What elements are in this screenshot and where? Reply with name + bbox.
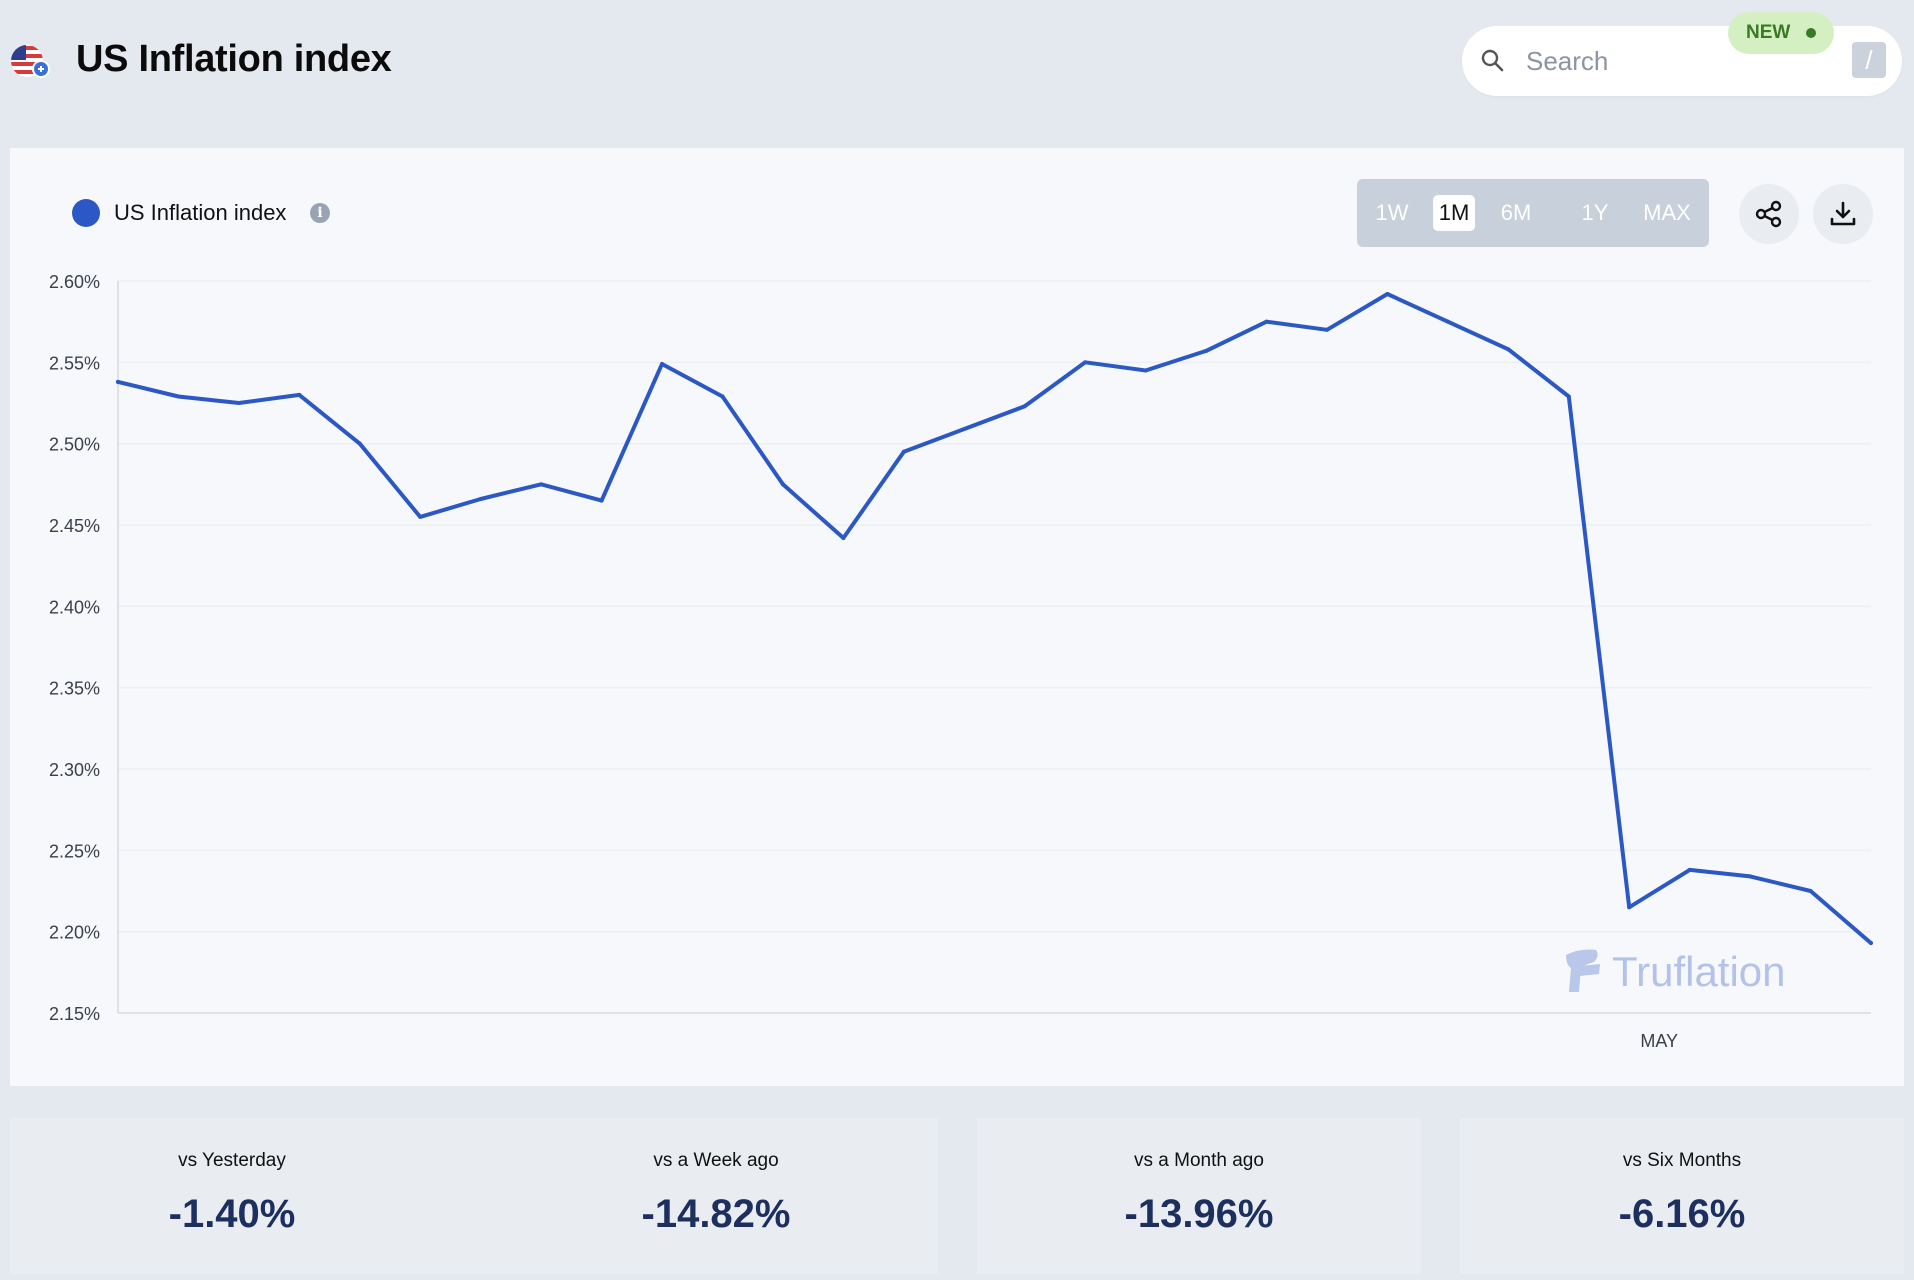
series-points xyxy=(116,292,1873,946)
legend-series-label: US Inflation index xyxy=(114,200,287,225)
data-point[interactable] xyxy=(1385,292,1390,297)
page-title: US Inflation index xyxy=(76,38,392,80)
data-point[interactable] xyxy=(901,449,906,454)
range-1y-button[interactable]: 1Y xyxy=(1581,200,1609,225)
data-point[interactable] xyxy=(539,482,544,487)
stat-label: vs Six Months xyxy=(1622,1150,1742,1171)
data-point[interactable] xyxy=(236,401,241,405)
data-point[interactable] xyxy=(1687,867,1692,872)
data-point[interactable] xyxy=(1566,394,1571,399)
data-point[interactable] xyxy=(962,427,967,432)
data-point[interactable] xyxy=(841,536,846,541)
gridlines xyxy=(118,280,1871,933)
truflation-logo-icon xyxy=(1566,949,1600,992)
data-point[interactable] xyxy=(599,498,604,503)
x-axis-tick-labels: MAY xyxy=(1640,1031,1678,1051)
info-icon[interactable]: i xyxy=(310,203,330,223)
stat-label: vs a Week ago xyxy=(653,1150,779,1171)
data-point[interactable] xyxy=(176,394,181,399)
data-point[interactable] xyxy=(1264,319,1269,324)
stat-label: vs Yesterday xyxy=(178,1150,286,1171)
stat-label: vs a Month ago xyxy=(1134,1150,1264,1171)
data-point[interactable] xyxy=(116,379,120,384)
download-icon xyxy=(1830,201,1856,226)
range-1w-button[interactable]: 1W xyxy=(1375,200,1409,225)
time-range-selector: 1W 1M 6M 1Y MAX xyxy=(1357,179,1709,247)
range-max-button[interactable]: MAX xyxy=(1643,200,1691,225)
us-flag-icon xyxy=(11,45,50,78)
y-tick-label: 2.15% xyxy=(49,1004,100,1024)
new-badge-dot xyxy=(1806,28,1816,38)
data-point[interactable] xyxy=(1204,348,1209,353)
stat-value: -13.96% xyxy=(1124,1192,1274,1236)
data-point[interactable] xyxy=(1506,347,1511,352)
stat-value: -6.16% xyxy=(1618,1192,1746,1236)
y-tick-label: 2.35% xyxy=(49,679,100,699)
search-input[interactable]: Search xyxy=(1526,46,1609,76)
data-point[interactable] xyxy=(1022,404,1027,409)
data-point[interactable] xyxy=(1627,905,1632,910)
watermark-text: Truflation xyxy=(1612,948,1786,995)
data-point[interactable] xyxy=(660,361,665,366)
download-button[interactable] xyxy=(1813,184,1873,244)
x-tick-label: MAY xyxy=(1640,1031,1678,1051)
new-badge: NEW xyxy=(1728,12,1834,54)
stat-value: -1.40% xyxy=(168,1192,296,1236)
data-point[interactable] xyxy=(297,392,302,397)
range-1m-button[interactable]: 1M xyxy=(1433,195,1475,231)
data-point[interactable] xyxy=(418,514,423,519)
data-point[interactable] xyxy=(1143,368,1148,373)
y-tick-label: 2.25% xyxy=(49,841,100,861)
y-tick-label: 2.55% xyxy=(49,353,100,373)
range-6m-button[interactable]: 6M xyxy=(1500,200,1532,225)
data-point[interactable] xyxy=(478,496,483,501)
page-header: US Inflation index Search / NEW xyxy=(0,0,1914,140)
search-shortcut-key: / xyxy=(1852,42,1886,78)
y-tick-label: 2.20% xyxy=(49,923,100,943)
search-icon xyxy=(1481,49,1504,72)
stat-card-month: vs a Month ago -13.96% xyxy=(977,1118,1421,1274)
stat-value: -14.82% xyxy=(641,1192,791,1236)
y-axis-tick-labels: 2.60% 2.55% 2.50% 2.45% 2.40% 2.35% 2.30% 2.25%… xyxy=(49,272,100,1024)
data-point[interactable] xyxy=(357,441,362,446)
data-point[interactable] xyxy=(1445,319,1450,324)
inflation-line-chart: 2.60% 2.55% 2.50% 2.45% 2.40% 2.35% 2.30% 2.25%… xyxy=(49,272,1873,1051)
chart-card xyxy=(10,148,1904,1086)
share-icon xyxy=(1755,200,1782,228)
data-point[interactable] xyxy=(1324,327,1329,332)
data-point[interactable] xyxy=(1083,360,1088,365)
data-point[interactable] xyxy=(1869,941,1873,946)
y-tick-label: 2.30% xyxy=(49,760,100,780)
series-line-us-inflation-index xyxy=(116,292,1873,946)
data-point[interactable] xyxy=(780,482,785,487)
new-badge-label: NEW xyxy=(1746,22,1791,43)
stat-card-six-months: vs Six Months -6.16% xyxy=(1460,1118,1904,1274)
legend-color-dot xyxy=(72,199,100,227)
truflation-watermark: Truflation xyxy=(1566,948,1786,995)
data-point[interactable] xyxy=(720,394,725,399)
stat-card-yesterday: vs Yesterday -1.40% vs a Week ago -14.82… xyxy=(10,1118,938,1274)
y-tick-label: 2.60% xyxy=(49,272,100,292)
y-tick-label: 2.45% xyxy=(49,516,100,536)
share-button[interactable] xyxy=(1739,184,1799,244)
y-tick-label: 2.50% xyxy=(49,435,100,455)
data-point[interactable] xyxy=(1808,889,1813,893)
y-tick-label: 2.40% xyxy=(49,597,100,617)
data-point[interactable] xyxy=(1748,874,1753,879)
